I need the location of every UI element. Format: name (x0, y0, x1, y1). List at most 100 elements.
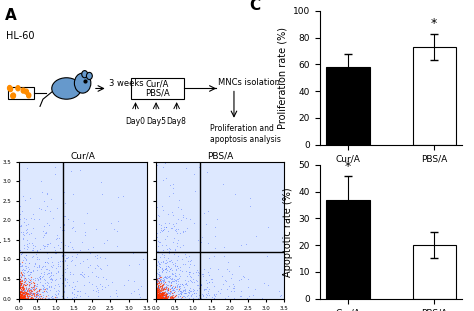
Point (20, 293, 28, 298)
Point (169, 295, 177, 300)
Point (153, 290, 161, 295)
Point (154, 285, 162, 290)
Point (16, 289, 24, 294)
Point (26, 195, 34, 200)
Point (16, 223, 24, 228)
Point (156, 293, 164, 298)
Point (165, 264, 173, 269)
Point (222, 279, 230, 284)
Point (17, 280, 25, 285)
Point (159, 228, 167, 233)
Point (62, 276, 69, 281)
Point (54, 281, 62, 286)
Point (181, 294, 188, 299)
Text: Proliferation and
apoptosis analysis: Proliferation and apoptosis analysis (210, 124, 282, 144)
Point (211, 246, 219, 251)
Point (18, 295, 25, 300)
Point (159, 283, 166, 288)
Point (63, 295, 71, 299)
Point (24, 289, 32, 294)
Point (170, 239, 177, 244)
Point (16, 284, 23, 289)
Point (41, 286, 48, 291)
Point (285, 200, 292, 205)
Point (46, 276, 54, 281)
Point (16, 238, 23, 243)
Point (203, 170, 210, 175)
Point (16, 289, 23, 294)
Point (176, 245, 184, 250)
Point (32, 294, 40, 299)
Point (17, 283, 24, 288)
Point (164, 290, 171, 295)
Point (80, 274, 87, 279)
Point (163, 293, 170, 298)
Point (155, 262, 163, 267)
Point (165, 193, 173, 198)
Point (155, 270, 163, 275)
Point (21, 280, 29, 285)
Point (34, 293, 42, 298)
Point (47, 295, 55, 299)
Point (154, 279, 162, 284)
Point (99, 192, 106, 197)
Point (26, 282, 33, 287)
Point (191, 262, 198, 267)
Point (224, 293, 232, 298)
Point (165, 258, 173, 263)
Point (159, 292, 166, 297)
Point (164, 287, 172, 292)
Point (168, 96, 175, 101)
Point (90, 244, 97, 249)
Point (180, 289, 187, 294)
Point (74, 289, 82, 294)
Point (164, 273, 171, 278)
Point (18, 280, 25, 285)
Point (190, 288, 197, 293)
Point (159, 294, 167, 299)
Point (47, 284, 55, 289)
Point (154, 295, 161, 300)
Point (17, 296, 24, 301)
Point (68, 257, 75, 262)
Point (20, 293, 27, 298)
Point (54, 236, 61, 241)
Point (246, 196, 254, 201)
Point (175, 226, 182, 231)
Point (21, 295, 29, 300)
Point (47, 272, 55, 277)
Point (157, 295, 164, 299)
Point (162, 225, 170, 230)
Point (16, 280, 23, 285)
Point (17, 290, 24, 295)
Point (48, 295, 55, 300)
Point (25, 261, 33, 266)
Point (155, 293, 162, 298)
Point (153, 291, 160, 296)
Point (189, 295, 197, 300)
Point (178, 296, 185, 301)
Point (154, 295, 162, 300)
Point (155, 285, 163, 290)
Point (153, 293, 161, 298)
Point (25, 286, 32, 291)
Point (158, 295, 165, 300)
Point (166, 245, 173, 250)
Point (21, 290, 28, 295)
Point (155, 295, 163, 300)
Point (16, 291, 23, 296)
Point (153, 292, 161, 297)
Y-axis label: Apoptotic rate (%): Apoptotic rate (%) (283, 187, 293, 276)
Point (27, 119, 35, 124)
Point (166, 259, 173, 264)
Point (69, 226, 76, 231)
Point (20, 293, 27, 298)
Point (19, 296, 27, 301)
Point (182, 252, 189, 257)
Point (155, 294, 163, 299)
Point (153, 296, 160, 301)
Point (17, 293, 25, 298)
Point (210, 293, 217, 298)
Point (29, 109, 36, 114)
Point (18, 292, 26, 297)
